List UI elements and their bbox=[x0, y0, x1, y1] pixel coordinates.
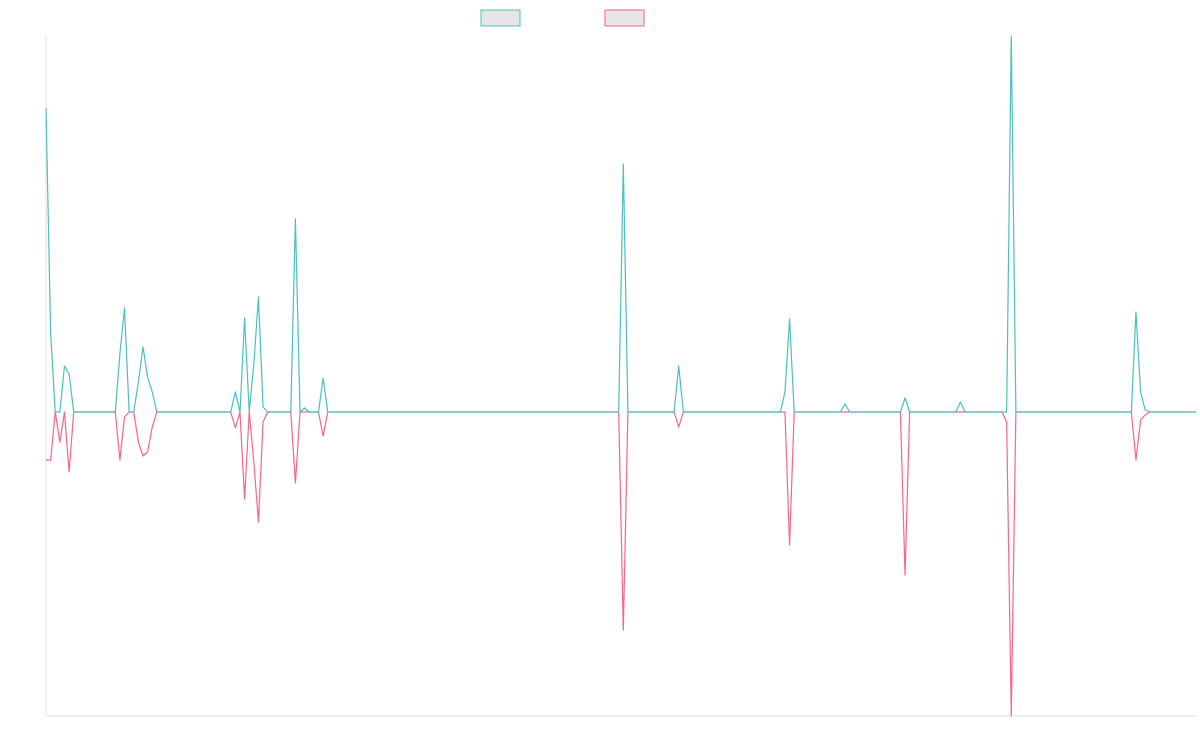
legend-swatch bbox=[480, 9, 521, 27]
series-line bbox=[46, 411, 1196, 717]
legend-swatch bbox=[604, 9, 645, 27]
series-line bbox=[45, 35, 1196, 413]
